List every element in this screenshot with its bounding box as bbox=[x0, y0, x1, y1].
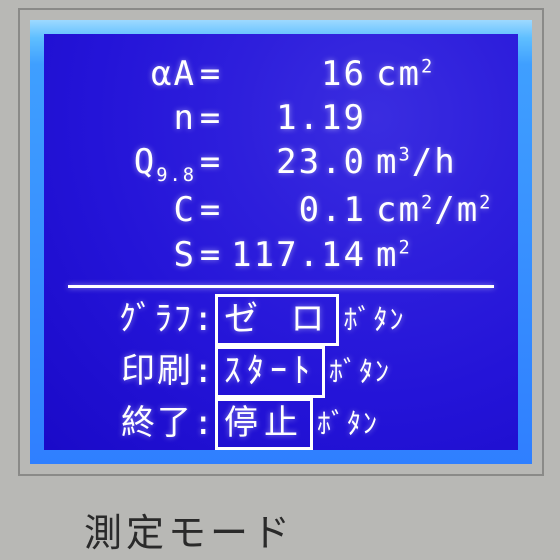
param-value: 0.1 bbox=[226, 188, 376, 232]
equals-sign: = bbox=[196, 52, 226, 96]
hint-label: ｸﾞﾗﾌ bbox=[68, 297, 193, 343]
physical-button-name: 停止 bbox=[215, 398, 313, 450]
physical-button-name: ゼ ロ bbox=[215, 294, 339, 346]
lcd-screen: αA=16cm2n=1.19Q9.8=23.0m3/hC=0.1cm2/m2S=… bbox=[44, 34, 518, 450]
divider-line bbox=[68, 285, 494, 288]
hint-row: ｸﾞﾗﾌ:ゼ ロﾎﾞﾀﾝ bbox=[68, 294, 494, 346]
measurement-row: C=0.1cm2/m2 bbox=[68, 188, 494, 232]
param-value: 16 bbox=[226, 52, 376, 96]
hint-label: 終了 bbox=[68, 401, 193, 447]
button-hint-list: ｸﾞﾗﾌ:ゼ ロﾎﾞﾀﾝ印刷:ｽﾀｰﾄﾎﾞﾀﾝ終了:停止ﾎﾞﾀﾝ bbox=[68, 294, 494, 450]
param-value: 1.19 bbox=[226, 96, 376, 140]
equals-sign: = bbox=[196, 188, 226, 232]
param-label: S bbox=[68, 233, 196, 277]
param-unit: m2 bbox=[376, 233, 494, 277]
param-label: n bbox=[68, 96, 196, 140]
button-suffix: ﾎﾞﾀﾝ bbox=[343, 301, 405, 339]
colon: : bbox=[193, 401, 215, 447]
button-suffix: ﾎﾞﾀﾝ bbox=[329, 353, 391, 391]
button-suffix: ﾎﾞﾀﾝ bbox=[317, 405, 379, 443]
measurement-row: αA=16cm2 bbox=[68, 52, 494, 96]
equals-sign: = bbox=[196, 233, 226, 277]
param-label: αA bbox=[68, 52, 196, 96]
lcd-bezel: αA=16cm2n=1.19Q9.8=23.0m3/hC=0.1cm2/m2S=… bbox=[30, 20, 532, 464]
equals-sign: = bbox=[196, 140, 226, 184]
device-frame: αA=16cm2n=1.19Q9.8=23.0m3/hC=0.1cm2/m2S=… bbox=[18, 8, 544, 476]
param-value: 23.0 bbox=[226, 140, 376, 184]
colon: : bbox=[193, 349, 215, 395]
measurement-row: Q9.8=23.0m3/h bbox=[68, 140, 494, 188]
physical-button-name: ｽﾀｰﾄ bbox=[215, 346, 325, 398]
hint-label: 印刷 bbox=[68, 349, 193, 395]
equals-sign: = bbox=[196, 96, 226, 140]
param-value: 117.14 bbox=[226, 233, 376, 277]
param-unit: cm2/m2 bbox=[376, 188, 494, 232]
colon: : bbox=[193, 297, 215, 343]
param-unit: m3/h bbox=[376, 140, 494, 184]
param-label: C bbox=[68, 188, 196, 232]
param-label: Q9.8 bbox=[68, 140, 196, 188]
measurement-row: S=117.14m2 bbox=[68, 233, 494, 277]
measurement-list: αA=16cm2n=1.19Q9.8=23.0m3/hC=0.1cm2/m2S=… bbox=[68, 52, 494, 277]
hint-row: 印刷:ｽﾀｰﾄﾎﾞﾀﾝ bbox=[68, 346, 494, 398]
measurement-row: n=1.19 bbox=[68, 96, 494, 140]
mode-label: 測定モード bbox=[84, 502, 294, 557]
param-unit: cm2 bbox=[376, 52, 494, 96]
hint-row: 終了:停止ﾎﾞﾀﾝ bbox=[68, 398, 494, 450]
